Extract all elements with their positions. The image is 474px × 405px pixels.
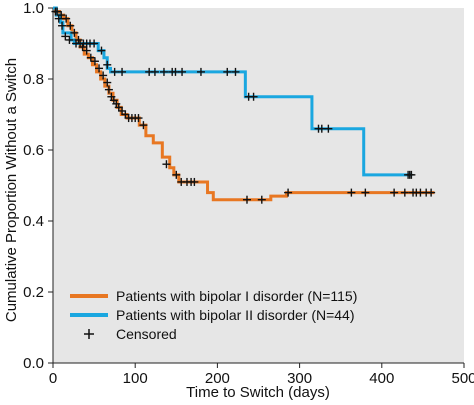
censor-mark (62, 14, 71, 23)
legend-censored-marker (84, 329, 94, 339)
censor-mark (231, 67, 240, 76)
censor-mark (82, 46, 91, 55)
x-tick-label: 300 (287, 370, 312, 387)
censor-mark (51, 7, 60, 16)
censor-mark (190, 177, 199, 186)
y-tick-label: 0.8 (23, 71, 44, 88)
censor-mark (54, 14, 63, 23)
censor-mark (70, 28, 79, 37)
y-tick-label: 0.4 (23, 213, 44, 230)
censor-mark (178, 67, 187, 76)
censor-mark (97, 46, 106, 55)
censor-mark (400, 188, 409, 197)
censor-mark (196, 67, 205, 76)
censor-mark (390, 188, 399, 197)
censor-mark (134, 114, 143, 123)
x-axis-title: Time to Switch (days) (186, 384, 330, 401)
y-tick-label: 0.0 (23, 355, 44, 372)
censor-mark (118, 67, 127, 76)
x-tick-label: 0 (49, 370, 57, 387)
censor-mark (284, 188, 293, 197)
censor-mark (66, 21, 75, 30)
x-tick-label: 500 (451, 370, 474, 387)
censor-mark (150, 67, 159, 76)
censor-mark (90, 39, 99, 48)
censor-mark (65, 35, 74, 44)
legend-label-bipolar-1: Patients with bipolar I disorder (N=115) (116, 288, 357, 304)
censor-mark (86, 53, 95, 62)
censor-mark (361, 188, 370, 197)
x-tick-label: 100 (123, 370, 148, 387)
legend-label-censored: Censored (116, 326, 177, 342)
censor-mark (407, 170, 416, 179)
censor-mark (99, 71, 108, 80)
censor-mark (223, 67, 232, 76)
plot-area (53, 8, 464, 363)
censor-mark (103, 78, 112, 87)
y-axis-title: Cumulative Proportion Without a Switch (3, 58, 20, 322)
legend-label-bipolar-2: Patients with bipolar II disorder (N=44) (116, 307, 355, 323)
ticks: 0.0 0.2 0.4 0.6 0.8 1.0 0 100 200 300 400 500 (23, 0, 474, 387)
x-tick-label: 200 (205, 370, 230, 387)
censor-mark (242, 195, 251, 204)
censor-mark (95, 64, 104, 73)
censor-mark (110, 67, 119, 76)
legend: Patients with bipolar I disorder (N=115)… (70, 288, 357, 342)
y-tick-label: 0.6 (23, 142, 44, 159)
censor-mark (104, 85, 113, 94)
censor-mark (249, 92, 258, 101)
censor-mark (257, 195, 266, 204)
censor-mark (162, 160, 171, 169)
y-tick-label: 1.0 (23, 0, 44, 17)
y-tick-label: 0.2 (23, 284, 44, 301)
censor-mark (347, 188, 356, 197)
censor-mark (139, 121, 148, 130)
censor-mark (103, 60, 112, 69)
censor-mark (90, 57, 99, 66)
x-tick-label: 400 (369, 370, 394, 387)
censor-mark (324, 124, 333, 133)
censor-mark (427, 188, 436, 197)
censor-mark (61, 32, 70, 41)
censor-mark (172, 170, 181, 179)
censor-mark (58, 21, 67, 30)
censor-mark (159, 67, 168, 76)
censor-marks (51, 7, 436, 204)
